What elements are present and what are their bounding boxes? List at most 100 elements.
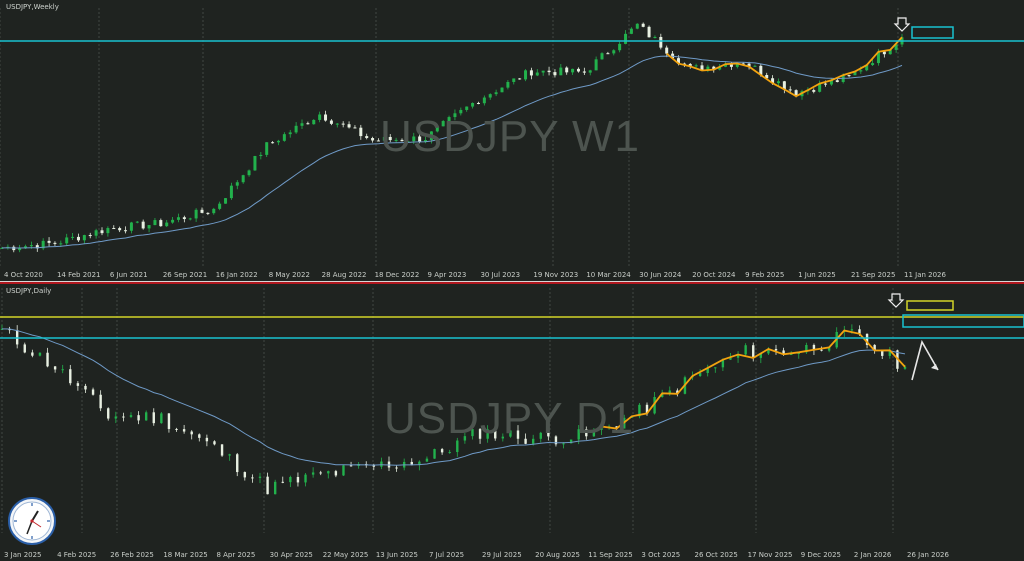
candle-body xyxy=(882,51,886,55)
candle-body xyxy=(188,218,192,220)
candle-body xyxy=(247,170,251,176)
candle-body xyxy=(276,140,280,143)
candle-body xyxy=(114,416,118,419)
candle-body xyxy=(612,50,616,54)
x-tick-label: 13 Jun 2025 xyxy=(376,551,418,559)
candle-body xyxy=(122,416,125,418)
candle-body xyxy=(712,66,716,70)
candle-body xyxy=(61,369,64,371)
candle-body xyxy=(714,367,717,369)
x-tick-label: 9 Apr 2023 xyxy=(428,271,467,279)
candle-body xyxy=(529,70,533,76)
candle-body xyxy=(135,221,139,223)
daily-chart: 3 Jan 2025 4 Feb 2025 26 Feb 2025 18 Mar 20… xyxy=(0,288,1024,559)
candle-body xyxy=(729,64,733,67)
candle-body xyxy=(235,182,239,186)
candle-body xyxy=(306,123,310,125)
candle-body xyxy=(476,102,480,104)
candle-body xyxy=(531,438,535,444)
candle-body xyxy=(282,134,286,141)
candle-body xyxy=(69,369,72,384)
candle-body xyxy=(35,245,39,249)
candle-body xyxy=(412,136,416,142)
candle-body xyxy=(100,230,104,234)
x-tick-label: 18 Mar 2025 xyxy=(163,551,207,559)
weekly-watermark: USDJPY W1 xyxy=(380,112,641,161)
candle-body xyxy=(353,127,357,129)
candle-body xyxy=(682,63,686,65)
candle-body xyxy=(0,247,4,249)
x-tick-label: 26 Sep 2021 xyxy=(163,271,207,279)
candle-body xyxy=(433,449,436,459)
candle-body xyxy=(805,344,808,353)
cyan-zone-box xyxy=(902,314,1024,328)
candle-body xyxy=(638,404,641,417)
x-tick-label: 11 Sep 2025 xyxy=(588,551,632,559)
candle-body xyxy=(152,412,155,424)
candle-body xyxy=(600,426,603,430)
candle-body xyxy=(512,78,516,82)
candle-body xyxy=(273,481,277,495)
candle-body xyxy=(312,119,316,125)
candle-body xyxy=(547,70,551,73)
candle-body xyxy=(653,396,656,414)
candle-body xyxy=(29,245,33,247)
candle-body xyxy=(91,389,95,395)
candle-body xyxy=(500,87,504,93)
candle-body xyxy=(812,90,816,92)
candle-body xyxy=(0,328,4,330)
zigzag-line xyxy=(666,36,903,98)
candle-body xyxy=(382,136,386,141)
candle-body xyxy=(747,63,751,67)
candle-body xyxy=(418,136,422,142)
candle-body xyxy=(236,454,239,473)
candle-body xyxy=(698,372,702,376)
cyan-zone-box xyxy=(911,26,954,39)
candle-body xyxy=(65,237,69,244)
candle-body xyxy=(847,75,851,77)
candle-body xyxy=(304,474,307,483)
candle-body xyxy=(888,350,892,356)
candle-body xyxy=(721,359,725,368)
candle-body xyxy=(829,80,833,85)
candle-body xyxy=(342,465,345,476)
x-tick-label: 26 Jan 2026 xyxy=(907,551,950,559)
candle-body xyxy=(553,72,557,76)
daily-chart-pane[interactable]: 3 Jan 2025 4 Feb 2025 26 Feb 2025 18 Mar 20… xyxy=(0,284,1024,561)
candle-body xyxy=(327,471,330,474)
candle-body xyxy=(372,465,376,467)
candle-body xyxy=(347,124,351,128)
x-tick-label: 3 Oct 2025 xyxy=(641,551,680,559)
zigzag-line xyxy=(601,329,906,430)
candle-body xyxy=(218,203,222,209)
candle-body xyxy=(271,142,275,144)
pane-border xyxy=(0,281,1024,282)
candle-body xyxy=(253,156,257,171)
candle-body xyxy=(706,66,710,71)
candle-body xyxy=(435,126,439,132)
x-tick-label: 9 Feb 2025 xyxy=(745,271,784,279)
candle-body xyxy=(31,352,34,356)
candle-body xyxy=(592,429,596,437)
candle-body xyxy=(24,246,28,249)
candle-body xyxy=(311,472,315,475)
candle-body xyxy=(645,404,649,414)
candle-body xyxy=(228,454,231,456)
candle-body xyxy=(229,185,233,199)
candle-body xyxy=(776,81,780,84)
x-tick-label: 3 Jan 2025 xyxy=(4,551,42,559)
x-tick-label: 20 Aug 2025 xyxy=(535,551,580,559)
candle-body xyxy=(365,136,369,139)
candle-body xyxy=(319,472,322,474)
candle-body xyxy=(858,329,861,334)
candle-body xyxy=(165,222,169,227)
candle-body xyxy=(341,123,345,125)
pane-separator[interactable] xyxy=(0,282,1024,284)
candle-body xyxy=(359,127,363,137)
candle-body xyxy=(729,357,732,360)
candle-body xyxy=(888,49,892,55)
candle-body xyxy=(99,394,102,409)
candle-body xyxy=(554,436,558,445)
weekly-chart-pane[interactable]: 4 Oct 2020 14 Feb 2021 6 Jun 2021 26 Sep 20… xyxy=(0,0,1024,282)
x-tick-label: 8 Apr 2025 xyxy=(216,551,255,559)
